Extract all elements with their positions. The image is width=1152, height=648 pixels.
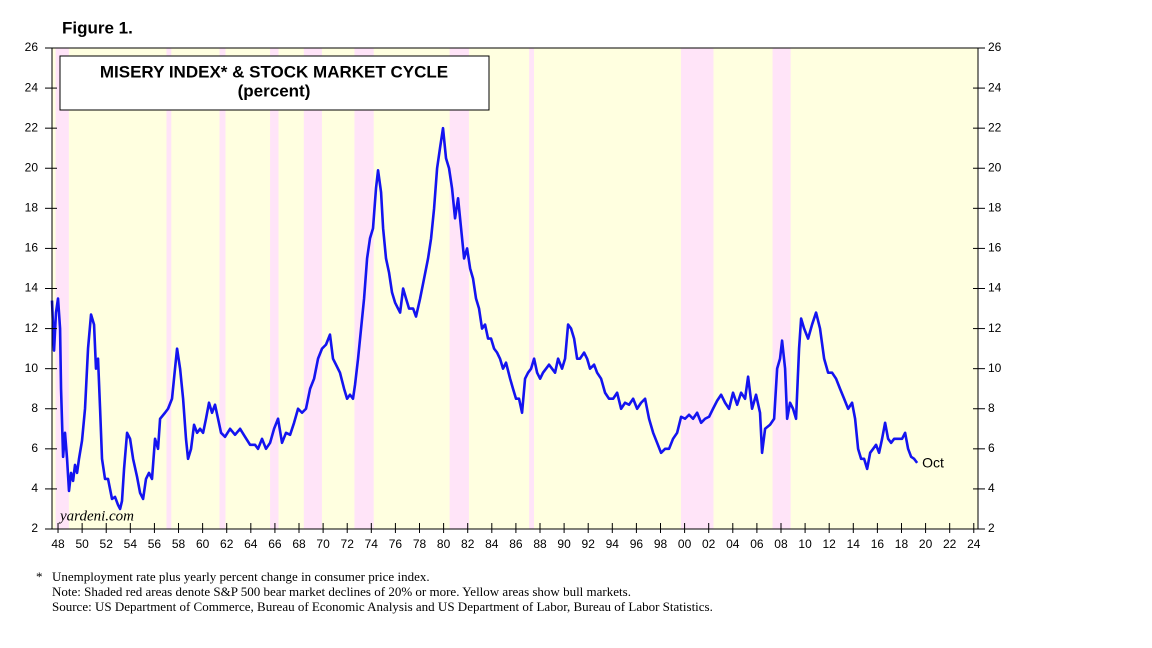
y-tick-label: 10 [25, 361, 39, 375]
bear-market-area [772, 48, 791, 529]
x-tick-label: 24 [967, 537, 981, 551]
chart-subtitle: (percent) [238, 81, 311, 100]
x-tick-label: 98 [654, 537, 668, 551]
x-tick-label: 76 [389, 537, 403, 551]
x-tick-label: 90 [557, 537, 571, 551]
x-tick-label: 58 [172, 537, 186, 551]
y-tick-label: 12 [25, 321, 39, 335]
x-tick-label: 04 [726, 537, 740, 551]
bear-market-area [303, 48, 322, 529]
bear-market-area [680, 48, 714, 529]
plot-background [52, 48, 978, 529]
y-tick-label: 2 [31, 521, 38, 535]
annotation: Oct [922, 455, 944, 471]
x-tick-label: 16 [871, 537, 885, 551]
bear-market-area [449, 48, 469, 529]
misery-line [50, 126, 919, 511]
y2-tick-label: 12 [988, 321, 1002, 335]
footnote: Source: US Department of Commerce, Burea… [52, 599, 713, 614]
x-tick-label: 60 [196, 537, 210, 551]
x-tick-label: 08 [774, 537, 788, 551]
x-tick-label: 06 [750, 537, 764, 551]
x-tick-label: 62 [220, 537, 234, 551]
bear-market-area [270, 48, 279, 529]
x-tick-label: 96 [630, 537, 644, 551]
bull-market-area [52, 48, 978, 529]
y-tick-label: 8 [31, 401, 38, 415]
x-tick-label: 94 [606, 537, 620, 551]
y2-tick-label: 2 [988, 521, 995, 535]
y2-tick-label: 4 [988, 481, 995, 495]
x-tick-label: 84 [485, 537, 499, 551]
x-tick-label: 64 [244, 537, 258, 551]
x-tick-label: 10 [798, 537, 812, 551]
x-tick-label: 22 [943, 537, 957, 551]
y-tick-label: 20 [25, 160, 39, 174]
x-tick-label: 14 [847, 537, 861, 551]
x-tick-label: 88 [533, 537, 547, 551]
x-tick-label: 78 [413, 537, 427, 551]
y2-tick-label: 26 [988, 40, 1002, 54]
title-box [59, 55, 490, 111]
x-tick-label: 72 [341, 537, 355, 551]
y-tick-label: 4 [31, 481, 38, 495]
x-tick-label: 52 [100, 537, 114, 551]
x-tick-label: 82 [461, 537, 475, 551]
x-tick-label: 50 [75, 537, 89, 551]
watermark: yardeni.com [58, 508, 134, 524]
y-tick-label: 18 [25, 201, 39, 215]
x-tick-label: 18 [895, 537, 909, 551]
footnote-marker: * [36, 569, 43, 584]
x-tick-label: 56 [148, 537, 162, 551]
y-tick-label: 16 [25, 241, 39, 255]
x-tick-label: 48 [51, 537, 65, 551]
x-tick-label: 02 [702, 537, 716, 551]
x-tick-label: 54 [124, 537, 138, 551]
bear-market-area [55, 48, 69, 529]
x-tick-label: 86 [509, 537, 523, 551]
y-tick-label: 6 [31, 441, 38, 455]
x-tick-label: 12 [823, 537, 837, 551]
x-tick-label: 20 [919, 537, 933, 551]
footnote: Unemployment rate plus yearly percent ch… [52, 569, 430, 584]
y2-tick-label: 16 [988, 241, 1002, 255]
bear-market-area [166, 48, 172, 529]
y2-tick-label: 10 [988, 361, 1002, 375]
x-tick-label: 74 [365, 537, 379, 551]
y2-tick-label: 22 [988, 120, 1002, 134]
x-tick-label: 66 [268, 537, 282, 551]
y-tick-label: 26 [25, 40, 39, 54]
x-tick-label: 68 [292, 537, 306, 551]
chart-title: MISERY INDEX* & STOCK MARKET CYCLE [100, 62, 448, 81]
plot-marks: Oct [50, 126, 944, 511]
footnote: Note: Shaded red areas denote S&P 500 be… [52, 584, 631, 599]
y2-tick-label: 18 [988, 201, 1002, 215]
y2-tick-label: 8 [988, 401, 995, 415]
y2-tick-label: 14 [988, 281, 1002, 295]
x-tick-label: 00 [678, 537, 692, 551]
y2-tick-label: 6 [988, 441, 995, 455]
x-tick-label: 70 [316, 537, 330, 551]
bear-market-area [219, 48, 226, 529]
x-tick-label: 92 [582, 537, 596, 551]
bear-market-area [529, 48, 534, 529]
y2-tick-label: 20 [988, 160, 1002, 174]
y-tick-label: 22 [25, 120, 39, 134]
y2-tick-label: 24 [988, 80, 1002, 94]
y-tick-label: 14 [25, 281, 39, 295]
figure-label: Figure 1. [62, 18, 133, 37]
x-tick-label: 80 [437, 537, 451, 551]
y-tick-label: 24 [25, 80, 39, 94]
